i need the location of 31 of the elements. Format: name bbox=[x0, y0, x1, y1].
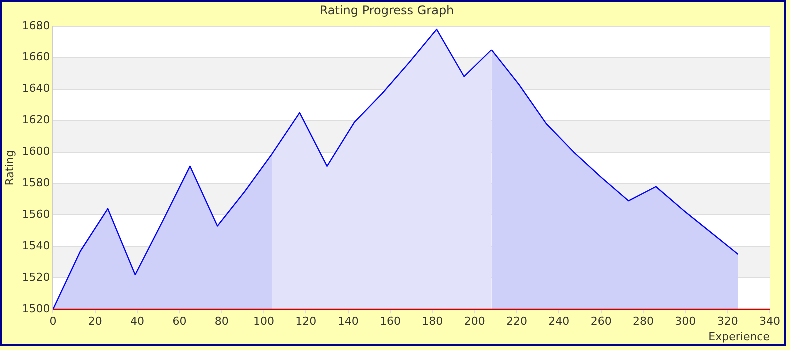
x-tick-label: 80 bbox=[214, 315, 229, 328]
y-tick-label: 1540 bbox=[22, 240, 50, 253]
y-tick-label: 1680 bbox=[22, 19, 50, 32]
x-tick-label: 340 bbox=[760, 315, 780, 328]
x-tick-label: 280 bbox=[633, 315, 654, 328]
y-tick-label: 1660 bbox=[22, 50, 50, 64]
x-tick-label: 100 bbox=[254, 315, 275, 328]
x-tick-label: 140 bbox=[338, 315, 359, 328]
x-tick-label: 260 bbox=[590, 315, 612, 328]
x-axis-title: Experience bbox=[708, 330, 770, 344]
y-tick-label: 1600 bbox=[22, 145, 50, 158]
y-tick-label: 1520 bbox=[22, 270, 50, 284]
y-tick-label: 1500 bbox=[22, 302, 50, 316]
y-tick-label: 1640 bbox=[22, 82, 50, 96]
y-tick-label: 1560 bbox=[22, 208, 50, 222]
x-tick-label: 40 bbox=[130, 315, 145, 328]
x-tick-label: 180 bbox=[422, 315, 444, 328]
x-tick-label: 200 bbox=[464, 315, 486, 328]
x-tick-label: 220 bbox=[506, 315, 528, 328]
x-tick-label: 300 bbox=[675, 315, 696, 328]
chart-title: Rating Progress Graph bbox=[320, 3, 454, 18]
y-tick-label: 1620 bbox=[22, 114, 50, 127]
y-tick-label: 1580 bbox=[22, 176, 50, 190]
y-axis-title: Rating bbox=[3, 150, 16, 186]
x-tick-label: 0 bbox=[50, 315, 57, 328]
x-tick-label: 120 bbox=[296, 315, 317, 328]
x-tick-label: 160 bbox=[380, 315, 402, 328]
x-tick-label: 240 bbox=[548, 315, 570, 328]
x-tick-label: 20 bbox=[88, 315, 102, 328]
x-tick-label: 320 bbox=[717, 315, 738, 328]
x-tick-label: 60 bbox=[172, 315, 187, 328]
